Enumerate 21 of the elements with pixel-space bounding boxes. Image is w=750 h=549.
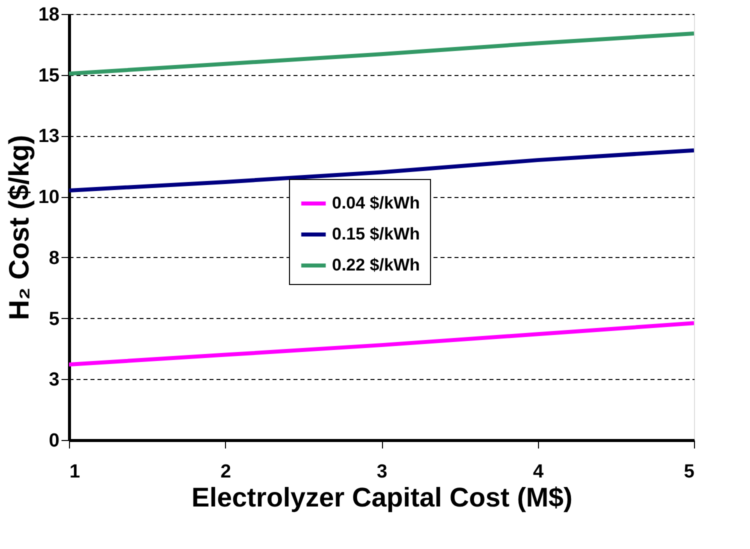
y-tick-label: 15 [38,65,60,86]
line-series [69,31,694,76]
legend-label: 0.15 $/kWh [332,224,420,244]
y-tick-label: 5 [48,308,60,330]
legend-label: 0.22 $/kWh [332,256,420,274]
x-tick-label: 2 [220,462,232,482]
y-tick-label: 8 [48,248,60,269]
x-tick-label: 5 [684,462,695,482]
x-axis-title: Electrolyzer Capital Cost (M$) [191,482,573,512]
legend-label: 0.04 $/kWh [332,194,420,212]
line-series [69,321,694,367]
y-tick-label: 0 [48,430,60,452]
line-series [69,148,694,192]
y-axis-title: H₂ Cost ($/kg) [3,134,34,320]
x-tick-label: 1 [70,462,80,482]
y-tick-label: 10 [38,187,60,208]
y-tick-label: 18 [38,4,60,26]
y-tick-label: 3 [48,370,60,391]
x-tick-label: 4 [532,462,544,482]
x-tick-label: 3 [376,462,388,482]
y-tick-label: 13 [38,126,60,148]
